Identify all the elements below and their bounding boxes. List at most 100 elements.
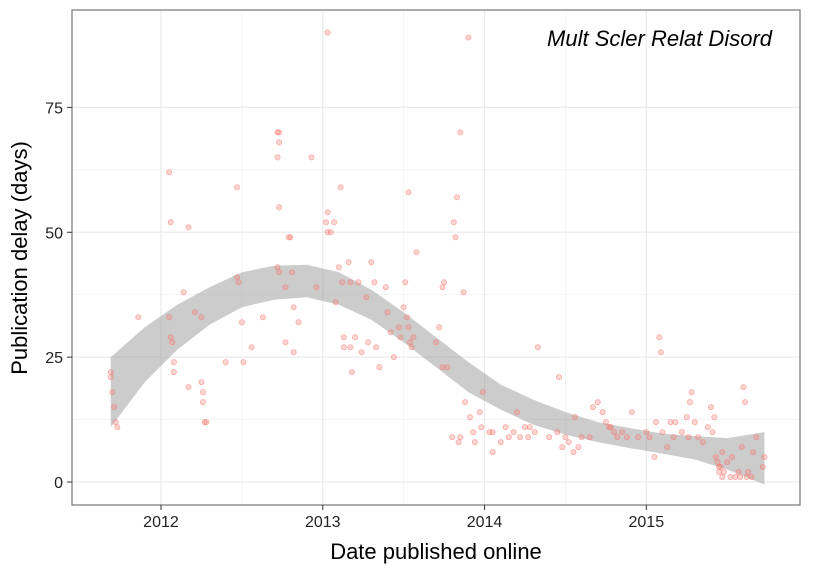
data-point (623, 434, 630, 441)
data-point (276, 129, 283, 136)
y-tick-label: 50 (45, 225, 63, 242)
y-axis-title: Publication delay (days) (7, 141, 32, 375)
plot-background (72, 10, 800, 505)
data-point (712, 453, 719, 460)
data-point (290, 349, 297, 356)
data-point (332, 299, 339, 306)
data-point (740, 384, 747, 391)
data-point (390, 354, 397, 361)
data-point (203, 419, 210, 426)
data-point (748, 473, 755, 480)
confidence-band (110, 264, 765, 485)
data-point (170, 359, 177, 366)
data-point (743, 473, 750, 480)
data-point (589, 404, 596, 411)
data-point (531, 429, 538, 436)
x-tick-label: 2012 (143, 514, 179, 531)
data-point (479, 389, 486, 396)
data-point (599, 409, 606, 416)
data-point (556, 374, 563, 381)
data-point (337, 184, 344, 191)
data-point (489, 449, 496, 456)
data-point (526, 424, 533, 431)
data-point (457, 129, 464, 136)
data-point (719, 449, 726, 456)
data-point (578, 434, 585, 441)
data-point (478, 424, 485, 431)
data-point (348, 369, 355, 376)
data-point (413, 249, 420, 256)
data-point (387, 329, 394, 336)
data-point (235, 279, 242, 286)
data-point (664, 444, 671, 451)
data-point (525, 434, 532, 441)
data-point (688, 389, 695, 396)
y-tick-label: 0 (54, 475, 63, 492)
data-point (510, 429, 517, 436)
data-point (450, 219, 457, 226)
data-point (288, 269, 295, 276)
x-tick-label: 2015 (629, 514, 665, 531)
data-point (517, 434, 524, 441)
data-point (405, 189, 412, 196)
data-point (441, 279, 448, 286)
data-point (198, 379, 205, 386)
data-point (724, 458, 731, 465)
data-point (646, 434, 653, 441)
plot-border (71, 9, 801, 506)
data-point (470, 429, 477, 436)
data-point (166, 314, 173, 321)
data-point (347, 279, 354, 286)
data-point (742, 399, 749, 406)
data-point (331, 219, 338, 226)
major-gridlines (72, 10, 800, 505)
data-point (382, 284, 389, 291)
data-point (324, 209, 331, 216)
data-point (562, 434, 569, 441)
data-point (691, 419, 698, 426)
data-point (462, 399, 469, 406)
data-point (436, 324, 443, 331)
data-point (559, 444, 566, 451)
data-point (199, 399, 206, 406)
data-point (274, 154, 281, 161)
data-point (659, 429, 666, 436)
data-point (439, 284, 446, 291)
data-point (729, 453, 736, 460)
data-point (497, 439, 504, 446)
data-point (455, 439, 462, 446)
data-point (471, 439, 478, 446)
data-point (432, 339, 439, 346)
data-point (322, 219, 329, 226)
data-point (290, 304, 297, 311)
data-point (170, 369, 177, 376)
data-point (745, 468, 752, 475)
data-point (460, 289, 467, 296)
data-point (452, 234, 459, 241)
data-point (407, 339, 414, 346)
x-tick-label: 2014 (467, 514, 503, 531)
data-point (345, 259, 352, 266)
data-point (395, 324, 402, 331)
data-point (738, 444, 745, 451)
data-point (721, 468, 728, 475)
data-point (449, 434, 456, 441)
data-point (759, 463, 766, 470)
data-point (347, 344, 354, 351)
data-point (276, 139, 283, 146)
x-axis-ticks: 2012 2013 2014 2015 (143, 505, 664, 531)
data-point (699, 439, 706, 446)
data-point (371, 279, 378, 286)
data-point (405, 324, 412, 331)
data-point (534, 344, 541, 351)
data-point (135, 314, 142, 321)
data-point (166, 169, 173, 176)
data-point (614, 434, 621, 441)
data-point (368, 259, 375, 266)
x-axis-title: Date published online (330, 539, 542, 564)
data-point (465, 34, 472, 41)
data-point (685, 434, 692, 441)
data-point (453, 194, 460, 201)
data-point (238, 319, 245, 326)
data-point (594, 399, 601, 406)
